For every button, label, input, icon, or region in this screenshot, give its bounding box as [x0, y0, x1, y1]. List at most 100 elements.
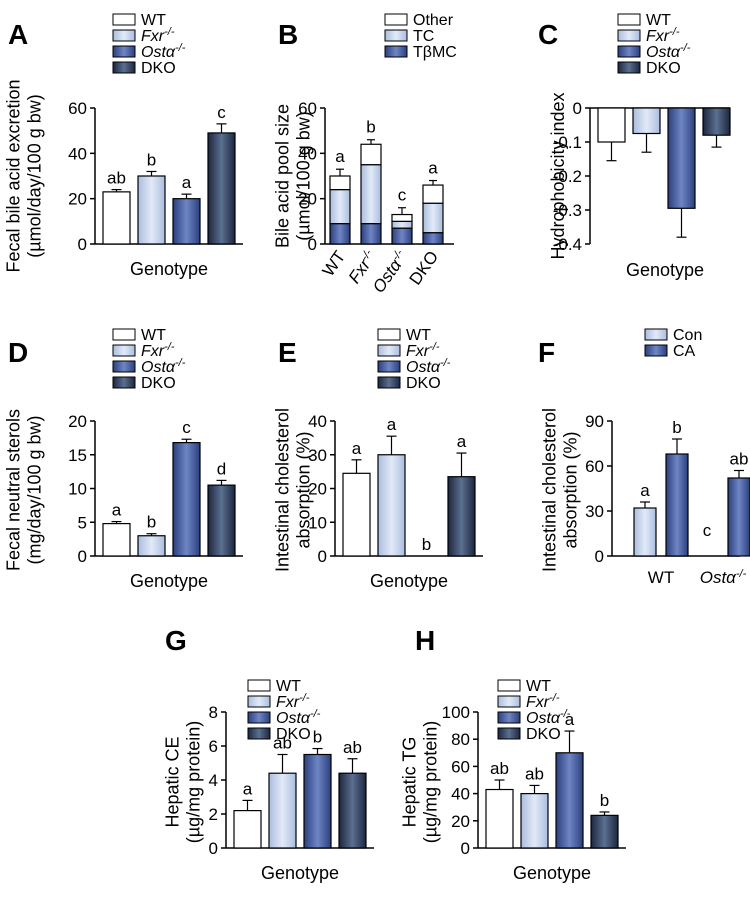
legend-label: DKO	[276, 726, 311, 743]
x-tick-label-group: Ostα-/-	[369, 247, 411, 296]
legend-swatch	[112, 45, 136, 58]
bar	[207, 484, 236, 557]
significance-label: b	[147, 513, 156, 532]
bar	[303, 753, 332, 849]
y-tick-label: 30	[308, 446, 327, 465]
legend-swatch	[112, 376, 136, 389]
legend-label: Ostα-/-	[276, 708, 321, 727]
y-tick-label: 90	[585, 412, 604, 431]
legend-label: Ostα-/-	[526, 708, 571, 727]
y-label-line: (µg/mg protein)	[421, 721, 441, 843]
x-tick-label-group: DKO	[406, 247, 443, 288]
y-tick-label: 60	[451, 757, 470, 776]
y-tick-label: 60	[68, 99, 87, 118]
significance-label: a	[640, 481, 650, 500]
bar	[632, 107, 661, 135]
y-tick-label: 30	[585, 502, 604, 521]
legend-swatch	[644, 344, 668, 357]
bar	[727, 477, 750, 557]
significance-label: ab	[525, 764, 544, 783]
y-tick-label: 60	[298, 99, 317, 118]
marks: a ab b ab	[233, 728, 367, 849]
y-tick-label: 10	[308, 513, 327, 532]
bar-segment-other	[329, 175, 351, 191]
legend-label: Fxr-/-	[141, 341, 175, 360]
bar	[447, 476, 476, 557]
y-label: Intestinal cholesterol absorption (%)	[540, 408, 581, 572]
bar	[702, 107, 731, 136]
bar	[137, 535, 166, 557]
bar-segment-tc	[391, 220, 413, 229]
legend-swatch	[384, 29, 408, 42]
y-tick-label: 40	[451, 785, 470, 804]
significance-label: a	[387, 415, 397, 434]
y-tick-label: 5	[78, 513, 87, 532]
legend-label: WT	[646, 12, 671, 29]
panel-letter: F	[538, 337, 555, 368]
y-label-line: (µmol/day/100 g bw)	[25, 94, 45, 257]
significance-label: a	[112, 501, 122, 520]
legend-swatch	[377, 360, 401, 373]
bar	[590, 814, 619, 849]
bar	[102, 191, 131, 245]
bar-segment-other	[391, 213, 413, 222]
legend-label: Fxr-/-	[276, 692, 310, 711]
bar-segment-tbmc	[391, 227, 413, 245]
legend-label: WT	[276, 678, 301, 695]
y-tick-label: 20	[308, 480, 327, 499]
y-tick-label: 0	[573, 99, 582, 118]
marks: a a b a	[342, 415, 476, 557]
legend-label: DKO	[406, 375, 441, 392]
y-tick-label: 6	[209, 737, 218, 756]
legend-label: Ostα-/-	[141, 42, 186, 61]
legend-swatch	[112, 344, 136, 357]
y-tick-label: 0	[318, 547, 327, 566]
y-label: Intestinal cholesterol absorption (%)	[273, 408, 314, 572]
bar-segment-tbmc	[422, 232, 444, 245]
legend-label: Fxr-/-	[526, 692, 560, 711]
legend-swatch	[384, 45, 408, 58]
y-tick-label: 20	[451, 812, 470, 831]
legend-swatch	[644, 328, 668, 341]
significance-label: c	[398, 186, 407, 205]
y-label-line: Intestinal cholesterol	[540, 408, 560, 572]
y-label-line: absorption (%)	[294, 431, 314, 548]
y-tick-label: 0	[209, 839, 218, 858]
legend-swatch	[112, 13, 136, 26]
y-label-line: Bile acid pool size	[273, 104, 293, 248]
marks: ab b a c	[102, 103, 236, 245]
marks: a b c a	[329, 118, 444, 245]
significance-label: c	[217, 103, 226, 122]
x-tick-label: Ostα-/-	[369, 247, 411, 296]
significance-label: ab	[490, 759, 509, 778]
x-group-label: Ostα-/-	[700, 568, 747, 587]
legend-label: WT	[526, 678, 551, 695]
y-tick-label: 80	[451, 730, 470, 749]
y-label: Fecal bile acid excretion (µmol/day/100 g…	[4, 79, 45, 272]
bar	[667, 107, 696, 209]
x-label: Genotype	[130, 259, 208, 279]
significance-label: a	[565, 710, 575, 729]
bar-segment-tc	[422, 202, 444, 234]
y-label-line: (µg/mg protein)	[184, 721, 204, 843]
bar-segment-other	[422, 184, 444, 204]
legend-label: Ostα-/-	[406, 357, 451, 376]
significance-label: a	[352, 439, 362, 458]
y-label-line: (mg/day/100 g bw)	[25, 415, 45, 564]
bar	[207, 132, 236, 245]
legend-label: TC	[413, 28, 434, 45]
y-tick-label: -0.4	[553, 235, 582, 254]
y-label-line: absorption (%)	[561, 431, 581, 548]
significance-label: a	[335, 147, 345, 166]
legend-label: TβMC	[413, 44, 457, 61]
